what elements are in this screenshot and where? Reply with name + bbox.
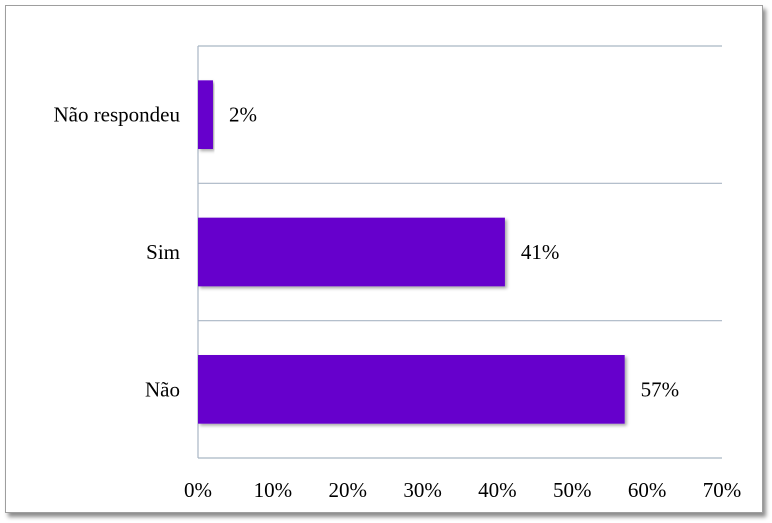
category-label: Não respondeu	[53, 103, 180, 127]
x-tick-label: 40%	[478, 478, 517, 502]
x-tick-label: 20%	[328, 478, 367, 502]
x-tick-label: 70%	[703, 478, 742, 502]
data-label: 2%	[229, 103, 257, 127]
category-label: Sim	[146, 240, 180, 264]
data-label: 41%	[521, 240, 560, 264]
bar	[198, 355, 625, 424]
category-label: Não	[145, 377, 180, 401]
x-tick-label: 60%	[628, 478, 667, 502]
data-label: 57%	[641, 377, 680, 401]
bar	[198, 80, 213, 149]
bar	[198, 217, 505, 287]
x-tick-label: 10%	[254, 478, 293, 502]
bar-layer	[198, 80, 625, 424]
label-layer: 2% Não respondeu 41% Sim 57% Não 0% 10% 20% 30% 40…	[53, 103, 741, 502]
x-tick-label: 0%	[184, 478, 212, 502]
x-tick-label: 30%	[403, 478, 442, 502]
x-tick-label: 50%	[553, 478, 592, 502]
